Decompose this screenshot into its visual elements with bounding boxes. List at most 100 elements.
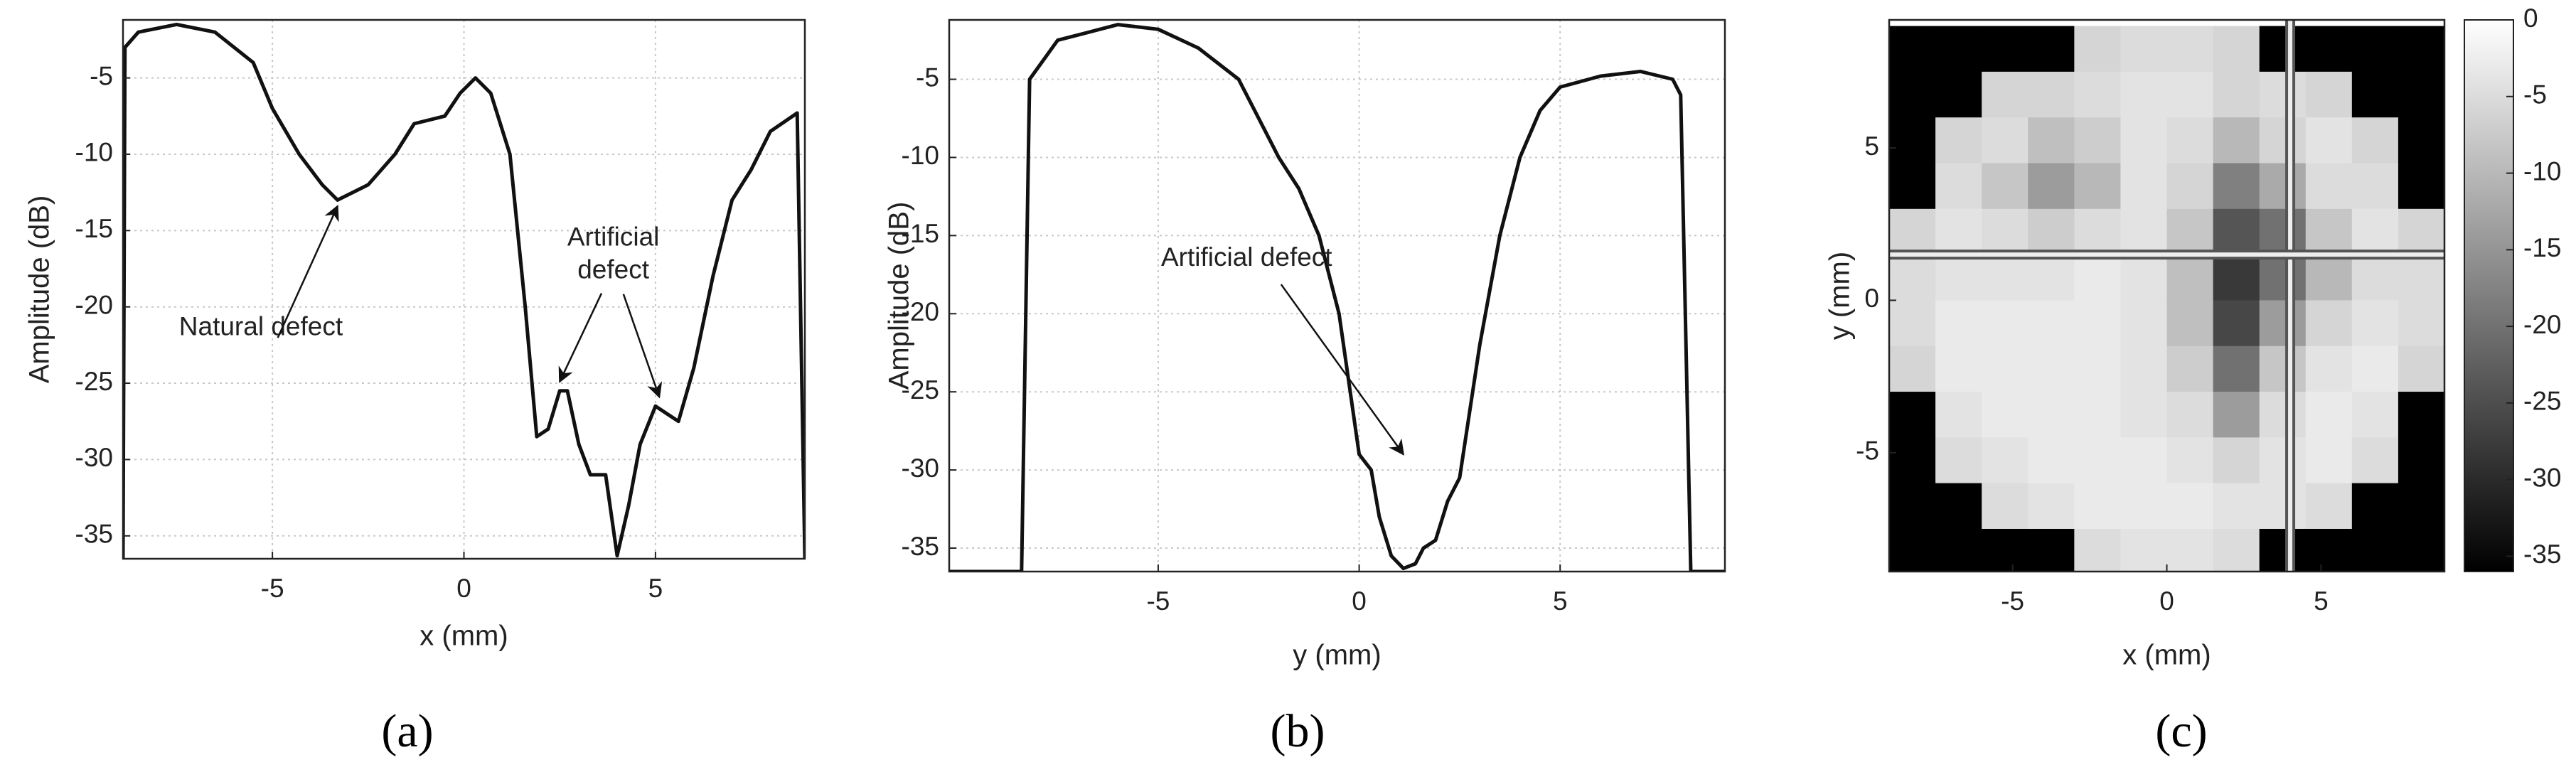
heat-cell bbox=[2074, 208, 2122, 255]
heat-cell bbox=[2305, 392, 2353, 438]
y-tick-label: -25 bbox=[902, 375, 939, 404]
x-axis-label: x (mm) bbox=[419, 621, 508, 652]
heat-cell bbox=[2074, 300, 2122, 347]
annotation: defect bbox=[577, 254, 650, 284]
heat-cell bbox=[1889, 392, 1936, 438]
heat-cell bbox=[1889, 437, 1936, 484]
y-tick-label: -10 bbox=[75, 138, 113, 167]
heat-cell bbox=[2028, 71, 2075, 118]
heat-cell bbox=[2120, 26, 2168, 73]
heat-cell bbox=[1935, 71, 1982, 118]
heat-cell bbox=[2305, 117, 2353, 164]
colorbar-tick-label: -30 bbox=[2523, 463, 2561, 492]
heat-cell bbox=[2351, 528, 2399, 572]
heat-cell bbox=[2166, 117, 2214, 164]
heat-cell bbox=[2351, 437, 2399, 484]
heat-cell bbox=[2074, 254, 2122, 301]
heat-cell bbox=[2028, 300, 2075, 347]
heat-cell bbox=[2120, 163, 2168, 210]
plot-area bbox=[1889, 20, 2444, 572]
heat-cell bbox=[1982, 208, 2029, 255]
heat-cell bbox=[2028, 345, 2075, 392]
heat-cell bbox=[2305, 163, 2353, 210]
heat-cell bbox=[1889, 208, 1936, 255]
y-tick-label: -20 bbox=[75, 290, 113, 319]
heat-cell bbox=[2166, 208, 2214, 255]
heat-cell bbox=[1935, 437, 1982, 484]
heat-cell bbox=[2398, 528, 2444, 572]
y-tick-label: 5 bbox=[1864, 132, 1879, 161]
y-tick-label: -30 bbox=[902, 454, 939, 483]
y-axis-label: Amplitude (dB) bbox=[884, 202, 915, 390]
heat-cell bbox=[2351, 71, 2399, 118]
heat-cell bbox=[2305, 208, 2353, 255]
x-tick-label: 0 bbox=[1352, 586, 1367, 616]
heat-cell bbox=[2259, 300, 2307, 347]
y-tick-label: -35 bbox=[75, 520, 113, 549]
heat-cell bbox=[2120, 117, 2168, 164]
heat-cell bbox=[1982, 163, 2029, 210]
heat-cell bbox=[2074, 26, 2122, 73]
heat-cell bbox=[2028, 117, 2075, 164]
heat-cell bbox=[1982, 71, 2029, 118]
heat-cell bbox=[1982, 117, 2029, 164]
x-axis-label: x (mm) bbox=[2122, 640, 2211, 671]
heat-cell bbox=[2398, 208, 2444, 255]
heat-cell bbox=[2074, 483, 2122, 530]
heat-cell bbox=[2305, 254, 2353, 301]
heat-cell bbox=[2305, 71, 2353, 118]
y-tick-label: -5 bbox=[916, 63, 939, 92]
heat-cell bbox=[2213, 71, 2260, 118]
colorbar-tick-label: -5 bbox=[2523, 80, 2547, 109]
y-tick-label: -10 bbox=[902, 141, 939, 170]
heat-cell bbox=[1982, 345, 2029, 392]
heat-cell bbox=[2259, 71, 2307, 118]
heat-cell bbox=[2074, 163, 2122, 210]
x-tick-label: 5 bbox=[2314, 586, 2329, 616]
annotation-arrow bbox=[558, 293, 603, 383]
heat-cell bbox=[1889, 26, 1936, 73]
colorbar-tick-label: -15 bbox=[2523, 233, 2561, 262]
y-axis-label: y (mm) bbox=[1824, 252, 1856, 340]
heat-cell bbox=[2259, 208, 2307, 255]
heat-cell bbox=[2213, 345, 2260, 392]
heat-cell bbox=[2120, 300, 2168, 347]
heat-cell bbox=[2351, 163, 2399, 210]
heat-cell bbox=[1889, 71, 1936, 118]
colorbar-tick-label: -10 bbox=[2523, 156, 2561, 186]
panel-caption: (a) bbox=[381, 705, 433, 757]
heat-cell bbox=[1889, 163, 1936, 210]
panel: Natural defect Artificial defect -5 0 5 -35 -30… bbox=[24, 18, 806, 757]
heat-cell bbox=[2166, 71, 2214, 118]
y-tick-label: -25 bbox=[75, 367, 113, 396]
annotation: Artificial defect bbox=[1161, 242, 1332, 272]
heat-cell bbox=[2259, 437, 2307, 484]
colorbar-tick-label: 0 bbox=[2523, 4, 2538, 33]
y-tick-label: 0 bbox=[1864, 284, 1879, 313]
heat-cell bbox=[2074, 117, 2122, 164]
heat-cell bbox=[2120, 483, 2168, 530]
heat-cell bbox=[2351, 208, 2399, 255]
heat-cell bbox=[2351, 254, 2399, 301]
heat-cell bbox=[2213, 26, 2260, 73]
heat-cell bbox=[2305, 300, 2353, 347]
y-tick-label: -35 bbox=[902, 532, 939, 561]
y-tick-label: -20 bbox=[902, 297, 939, 326]
heat-cell bbox=[2166, 163, 2214, 210]
y-tick-label: -30 bbox=[75, 443, 113, 472]
heat-cell bbox=[2351, 117, 2399, 164]
heat-cell bbox=[1982, 254, 2029, 301]
heat-cell bbox=[2166, 392, 2214, 438]
heat-cell bbox=[1935, 254, 1982, 301]
heat-cell bbox=[2166, 300, 2214, 347]
heat-cell bbox=[2120, 71, 2168, 118]
heat-cell bbox=[2398, 345, 2444, 392]
heat-cell bbox=[2398, 392, 2444, 438]
heat-cell bbox=[2166, 254, 2214, 301]
y-tick-label: -5 bbox=[1856, 436, 1879, 466]
heat-cell bbox=[2028, 208, 2075, 255]
heat-cell bbox=[2213, 208, 2260, 255]
heat-cell bbox=[2213, 117, 2260, 164]
x-tick-label: -5 bbox=[261, 574, 284, 603]
heat-cell bbox=[2259, 528, 2307, 572]
